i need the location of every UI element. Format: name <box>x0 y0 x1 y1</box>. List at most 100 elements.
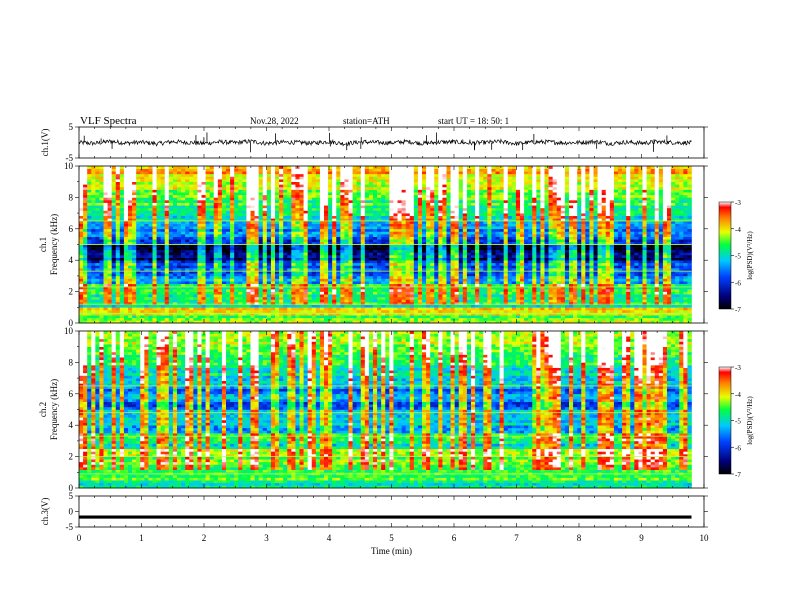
spectrogram-cell <box>91 239 96 243</box>
spectrogram-cell <box>209 260 215 264</box>
spectrogram-cell <box>548 283 553 287</box>
spectrogram-cell <box>413 262 419 266</box>
spectrogram-cell <box>254 307 259 311</box>
spectrogram-cell <box>515 254 521 258</box>
spectrogram-cell <box>401 315 406 319</box>
spectrogram-cell <box>201 236 206 240</box>
spectrogram-cell <box>450 304 455 308</box>
spectrogram-cell <box>662 262 668 266</box>
spectrogram-cell <box>205 283 210 287</box>
spectrogram-cell <box>99 291 104 295</box>
spectrogram-cell <box>373 281 378 285</box>
spectrogram-cell <box>356 294 362 298</box>
spectrogram-cell <box>250 278 255 282</box>
spectrogram-cell <box>626 286 631 290</box>
spectrogram-cell <box>630 241 635 245</box>
spectrogram-cell <box>618 262 623 266</box>
spectrogram-cell <box>123 296 129 300</box>
spectrogram-cell <box>115 270 121 274</box>
spectrogram-cell <box>589 296 594 300</box>
spectrogram-cell <box>581 241 586 245</box>
spectrogram-cell <box>270 291 276 295</box>
spectrogram-cell <box>503 239 509 243</box>
spectrogram-cell <box>99 283 104 287</box>
spectrogram-cell <box>205 241 210 245</box>
spectrogram-cell <box>360 236 366 240</box>
spectrogram-cell <box>377 254 382 258</box>
spectrogram-cell <box>638 275 643 279</box>
spectrogram-cell <box>144 273 149 277</box>
spectrogram-cell <box>262 249 268 253</box>
spectrogram-cell <box>356 317 362 321</box>
spectrogram-cell <box>650 265 656 269</box>
spectrogram-cell <box>634 273 639 277</box>
spectrogram-cell <box>377 270 382 274</box>
spectrogram-cell <box>560 309 566 313</box>
spectrogram-cell <box>262 283 268 287</box>
spectrogram-cell <box>91 315 96 319</box>
spectrogram-cell <box>646 286 651 290</box>
spectrogram-cell <box>409 239 415 243</box>
spectrogram-cell <box>585 241 590 245</box>
spectrogram-cell <box>311 278 317 282</box>
spectrogram-cell <box>520 320 525 324</box>
spectrogram-cell <box>458 291 464 295</box>
spectrogram-cell <box>132 278 137 282</box>
spectrogram-cell <box>675 296 680 300</box>
spectrogram-cell <box>283 244 288 248</box>
spectrogram-cell <box>589 299 594 303</box>
spectrogram-cell <box>683 239 688 243</box>
spectrogram-cell <box>662 302 668 305</box>
spectrogram-cell <box>544 288 549 292</box>
spectrogram-cell <box>409 247 415 251</box>
spectrogram-cell <box>156 283 161 287</box>
spectrogram-cell <box>254 278 259 282</box>
spectrogram-cell <box>430 249 435 253</box>
spectrogram-cell <box>193 254 198 258</box>
spectrogram-cell <box>275 291 280 295</box>
spectrogram-cell <box>148 317 153 321</box>
spectrogram-cell <box>397 294 402 298</box>
spectrogram-cell <box>548 281 553 285</box>
spectrogram-cell <box>593 309 598 313</box>
spectrogram-cell <box>238 241 243 245</box>
spectrogram-cell <box>136 275 141 279</box>
spectrogram-cell <box>79 257 84 261</box>
spectrogram-cell <box>687 244 692 248</box>
spectrogram-cell <box>544 291 549 295</box>
spectrogram-cell <box>552 299 558 303</box>
spectrogram-cell <box>442 315 447 319</box>
spectrogram-cell <box>230 291 235 295</box>
spectrogram-cell <box>344 265 349 269</box>
spectrogram-cell <box>160 236 166 240</box>
spectrogram-cell <box>226 304 231 308</box>
spectrogram-cell <box>511 294 517 298</box>
spectrogram-cell <box>585 278 590 282</box>
spectrogram-cell <box>462 299 468 303</box>
spectrogram-cell <box>413 281 419 285</box>
spectrogram-cell <box>613 299 619 303</box>
spectrogram-cell <box>324 283 329 287</box>
spectrogram-cell <box>442 262 447 266</box>
spectrogram-cell <box>152 315 157 319</box>
spectrogram-cell <box>287 252 292 256</box>
spectrogram-cell <box>348 236 353 240</box>
spectrogram-cell <box>401 278 406 282</box>
spectrogram-cell <box>356 304 362 308</box>
spectrogram-cell <box>123 270 129 274</box>
spectrogram-cell <box>381 291 386 295</box>
spectrogram-cell <box>422 241 427 245</box>
spectrogram-cell <box>79 270 84 274</box>
spectrogram-cell <box>148 304 153 308</box>
spectrogram-cell <box>499 239 504 243</box>
spectrogram-cell <box>156 296 161 300</box>
spectrogram-cell <box>638 241 643 245</box>
spectrogram-cell <box>209 257 215 261</box>
spectrogram-cell <box>315 291 321 295</box>
spectrogram-cell <box>626 254 631 258</box>
spectrogram-cell <box>662 278 668 282</box>
spectrogram-cell <box>213 241 219 245</box>
spectrogram-cell <box>569 307 574 311</box>
spectrogram-cell <box>242 288 247 292</box>
spectrogram-cell <box>230 278 235 282</box>
